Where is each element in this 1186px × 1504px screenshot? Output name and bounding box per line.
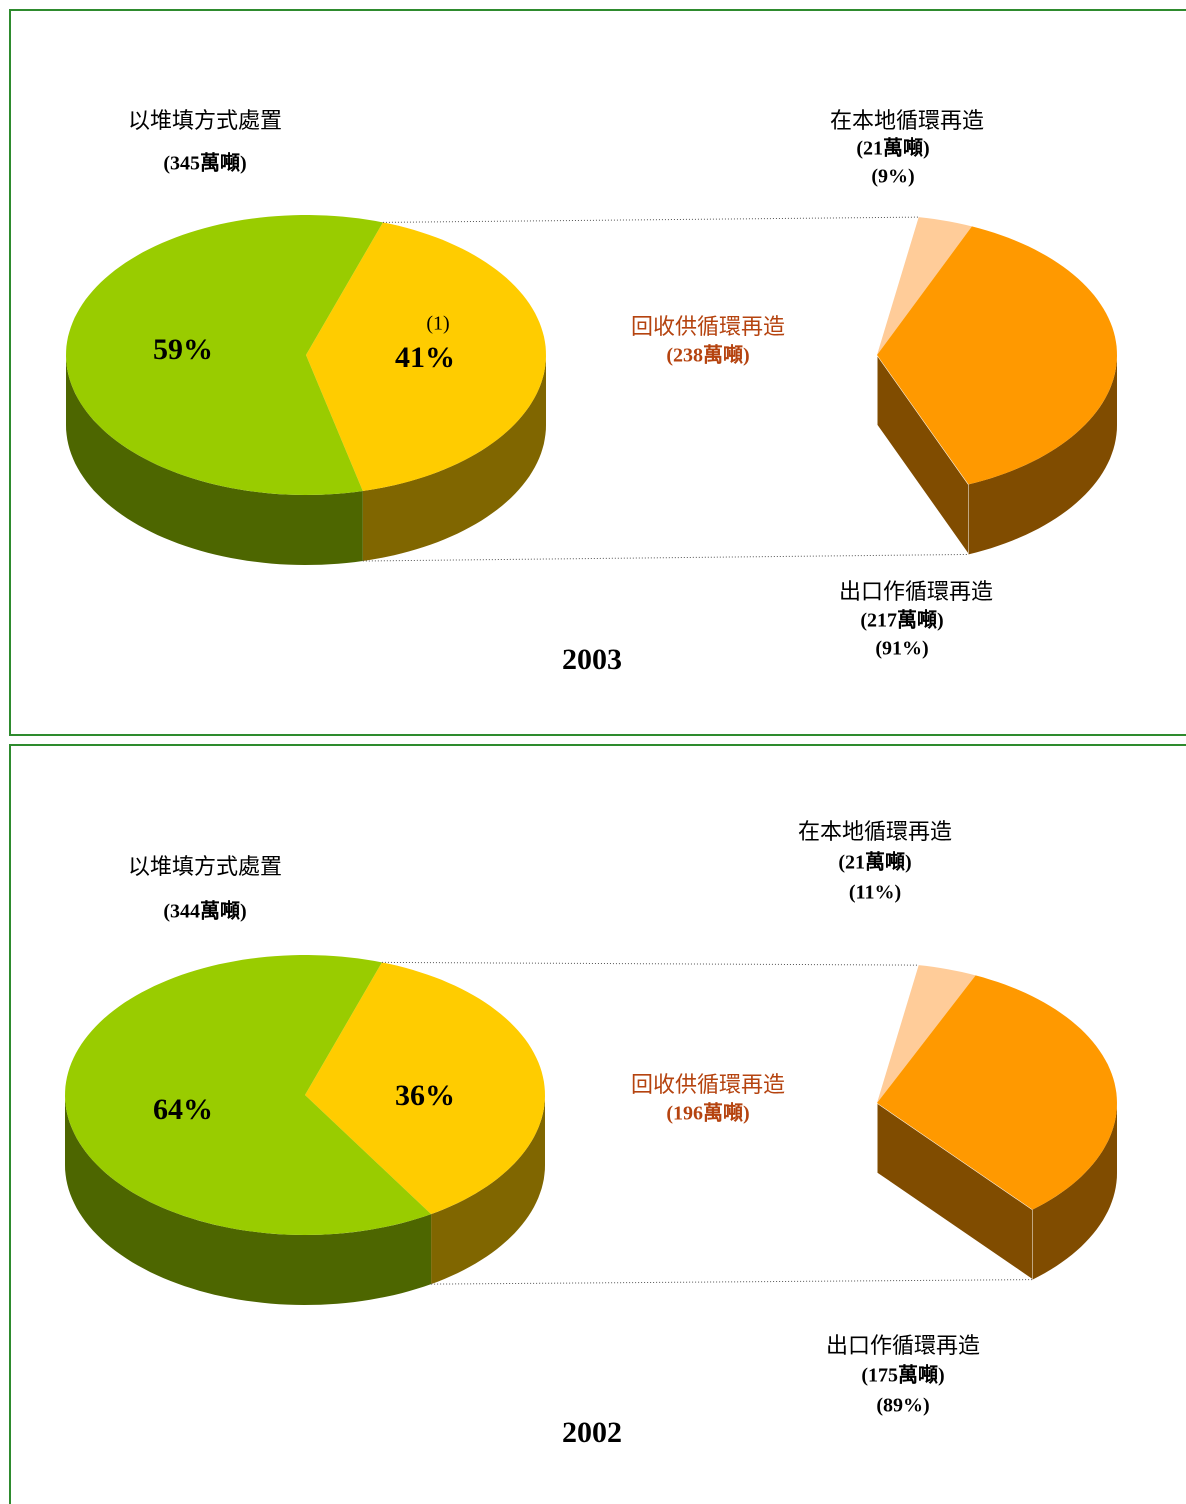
- amount-label: (21萬噸): [838, 850, 911, 874]
- chart-title: 2002: [562, 1416, 622, 1449]
- pie-side: [65, 1095, 432, 1305]
- pie-side: [1032, 1103, 1117, 1280]
- amount-label: (344萬噸): [163, 899, 246, 923]
- value-label: 41%: [395, 341, 455, 374]
- pie-slice: [65, 955, 432, 1235]
- annotation: (1): [426, 313, 449, 335]
- value-label: (89%): [876, 1395, 929, 1417]
- pie-slice: [306, 222, 546, 491]
- pie-slice: [877, 975, 1117, 1210]
- pie-slice: [305, 962, 545, 1215]
- category-label: 以堆填方式處置: [128, 109, 282, 134]
- connector: [382, 216, 919, 223]
- pie-slice: [877, 226, 1117, 485]
- category-label: 在本地循環再造: [798, 820, 952, 845]
- category-label: 在本地循環再造: [830, 109, 984, 134]
- value-label: 59%: [153, 333, 213, 366]
- value-label: 64%: [153, 1093, 213, 1126]
- value-label: (11%): [849, 882, 901, 904]
- amount-label: (217萬噸): [860, 608, 943, 632]
- value-label: (91%): [875, 638, 928, 660]
- connector: [381, 961, 919, 966]
- pie-side: [66, 355, 363, 565]
- amount-label: (345萬噸): [163, 151, 246, 175]
- category-label: 回收供循環再造: [631, 1073, 785, 1098]
- pie-side: [362, 355, 546, 561]
- panel-frame: [9, 9, 1186, 736]
- amount-label: (238萬噸): [666, 343, 749, 367]
- connector: [431, 1279, 1033, 1285]
- connector: [362, 553, 969, 562]
- amount-label: (21萬噸): [856, 136, 929, 160]
- category-label: 以堆填方式處置: [128, 855, 282, 880]
- amount-label: (196萬噸): [666, 1101, 749, 1125]
- pie-side: [431, 1095, 545, 1285]
- pie-slice: [66, 215, 383, 495]
- pie-side: [968, 355, 1117, 555]
- value-label: 36%: [395, 1079, 455, 1112]
- pie-slice: [877, 217, 972, 355]
- category-label: 出口作循環再造: [839, 580, 993, 605]
- chart-title: 2003: [562, 643, 622, 676]
- category-label: 出口作循環再造: [826, 1334, 980, 1359]
- pie-slice: [877, 965, 976, 1103]
- category-label: 回收供循環再造: [631, 315, 785, 340]
- panel-frame: [9, 744, 1186, 1504]
- value-label: (9%): [871, 166, 914, 188]
- amount-label: (175萬噸): [861, 1363, 944, 1387]
